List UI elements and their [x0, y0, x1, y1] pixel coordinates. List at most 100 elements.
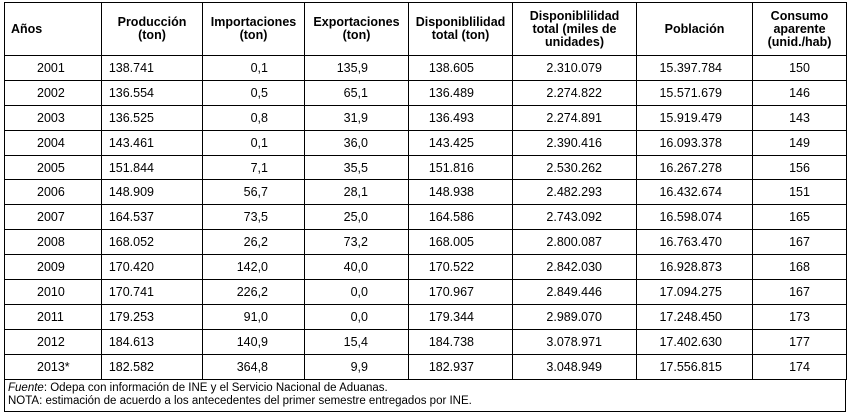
production-cell: 151.844	[101, 154, 203, 181]
column-header-line: (ton)	[138, 28, 166, 42]
imports-cell: 0,8	[202, 104, 305, 131]
imports-cell: 142,0	[202, 254, 305, 281]
year-cell: 2003	[4, 104, 102, 131]
consumption-cell: 151	[752, 179, 847, 206]
population-cell: 17.556.815	[636, 353, 753, 380]
exports-cell: 35,5	[304, 154, 409, 181]
consumption-cell: 143	[752, 104, 847, 131]
consumption-cell: 165	[752, 204, 847, 231]
availability-ton-cell: 170.967	[408, 279, 513, 305]
table-row: 2006 148.909 56,7 28,1 148.938 2.482.293 16.43…	[4, 179, 847, 206]
production-cell: 182.582	[101, 353, 203, 380]
exports-cell: 31,9	[304, 104, 409, 131]
column-header: Disponiblilidad total (miles de unidades)	[512, 2, 637, 56]
column-header-line: Disponiblilidad	[415, 15, 506, 29]
imports-cell: 7,1	[202, 154, 305, 181]
availability-units-cell: 2.390.416	[512, 129, 637, 156]
imports-cell: 140,9	[202, 328, 305, 355]
population-cell: 16.267.278	[636, 154, 753, 181]
column-header-line: Población	[664, 21, 725, 36]
table-row: 2001 138.741 0,1 135,9 138.605 2.310.079 15.39…	[4, 55, 847, 81]
exports-cell: 73,2	[304, 229, 409, 256]
column-header: Producción (ton)	[101, 2, 203, 56]
column-header-line: Importaciones	[210, 15, 297, 29]
column-header-line: Exportaciones	[313, 15, 400, 29]
consumption-cell: 167	[752, 279, 847, 305]
column-header: Años	[4, 2, 102, 56]
consumption-cell: 177	[752, 328, 847, 355]
production-cell: 136.525	[101, 104, 203, 131]
availability-units-cell: 2.849.446	[512, 279, 637, 305]
table-row: 2002 136.554 0,5 65,1 136.489 2.274.822 15.571…	[4, 79, 847, 106]
source-text: : Odepa con información de INE y el Serv…	[43, 381, 388, 394]
production-cell: 136.554	[101, 79, 203, 106]
column-header-line: total (ton)	[431, 28, 490, 42]
production-cell: 143.461	[101, 129, 203, 156]
production-cell: 170.420	[101, 254, 203, 281]
exports-cell: 15,4	[304, 328, 409, 355]
availability-ton-cell: 138.605	[408, 55, 513, 81]
column-header-line: (unid./hab)	[767, 34, 832, 49]
availability-units-cell: 2.310.079	[512, 55, 637, 81]
population-cell: 15.919.479	[636, 104, 753, 131]
table-row: 2007 164.537 73,5 25,0 164.586 2.743.092 16.59…	[4, 204, 847, 231]
availability-ton-cell: 148.938	[408, 179, 513, 206]
availability-units-cell: 2.743.092	[512, 204, 637, 231]
exports-cell: 9,9	[304, 353, 409, 380]
population-cell: 16.432.674	[636, 179, 753, 206]
column-header: Disponiblilidad total (ton)	[408, 2, 513, 56]
column-header-line: Producción	[117, 15, 187, 29]
exports-cell: 28,1	[304, 179, 409, 206]
table-row: 2003 136.525 0,8 31,9 136.493 2.274.891 15.919…	[4, 104, 847, 131]
year-cell: 2013*	[4, 353, 102, 380]
availability-ton-cell: 168.005	[408, 229, 513, 256]
data-table-container: Años Producción (ton) Importaciones (ton) Exp…	[4, 2, 847, 412]
consumption-cell: 167	[752, 229, 847, 256]
exports-cell: 36,0	[304, 129, 409, 156]
imports-cell: 91,0	[202, 303, 305, 330]
population-cell: 17.094.275	[636, 279, 753, 305]
population-cell: 16.598.074	[636, 204, 753, 231]
production-cell: 148.909	[101, 179, 203, 206]
year-cell: 2011	[4, 303, 102, 330]
year-cell: 2010	[4, 279, 102, 305]
consumption-cell: 173	[752, 303, 847, 330]
availability-units-cell: 3.078.971	[512, 328, 637, 355]
source-note: Fuente: Odepa con información de INE y e…	[8, 382, 842, 395]
availability-ton-cell: 143.425	[408, 129, 513, 156]
population-cell: 16.093.378	[636, 129, 753, 156]
production-cell: 184.613	[101, 328, 203, 355]
column-header-line: unidades)	[544, 34, 605, 49]
availability-ton-cell: 184.738	[408, 328, 513, 355]
availability-units-cell: 3.048.949	[512, 353, 637, 380]
consumption-cell: 146	[752, 79, 847, 106]
column-header-line: (ton)	[239, 28, 268, 42]
imports-cell: 73,5	[202, 204, 305, 231]
column-header-line: (ton)	[342, 28, 371, 42]
availability-ton-cell: 170.522	[408, 254, 513, 281]
year-cell: 2007	[4, 204, 102, 231]
imports-cell: 0,1	[202, 129, 305, 156]
production-cell: 164.537	[101, 204, 203, 231]
year-cell: 2001	[4, 55, 102, 81]
consumption-cell: 149	[752, 129, 847, 156]
exports-cell: 40,0	[304, 254, 409, 281]
table-row: 2012 184.613 140,9 15,4 184.738 3.078.971 17.4…	[4, 328, 847, 355]
table-row: 2005 151.844 7,1 35,5 151.816 2.530.262 16.267…	[4, 154, 847, 181]
population-cell: 17.248.450	[636, 303, 753, 330]
availability-units-cell: 2.842.030	[512, 254, 637, 281]
population-cell: 15.397.784	[636, 55, 753, 81]
year-cell: 2012	[4, 328, 102, 355]
table-row: 2010 170.741 226,2 0,0 170.967 2.849.446 17.09…	[4, 279, 847, 305]
year-cell: 2004	[4, 129, 102, 156]
exports-cell: 25,0	[304, 204, 409, 231]
population-cell: 17.402.630	[636, 328, 753, 355]
column-header-line: total (miles de	[532, 21, 617, 36]
table-body: 2001 138.741 0,1 135,9 138.605 2.310.079 15.39…	[4, 55, 847, 380]
availability-units-cell: 2.482.293	[512, 179, 637, 206]
availability-ton-cell: 179.344	[408, 303, 513, 330]
table-row: 2009 170.420 142,0 40,0 170.522 2.842.030 16.9…	[4, 254, 847, 281]
exports-cell: 65,1	[304, 79, 409, 106]
exports-cell: 135,9	[304, 55, 409, 81]
year-cell: 2005	[4, 154, 102, 181]
